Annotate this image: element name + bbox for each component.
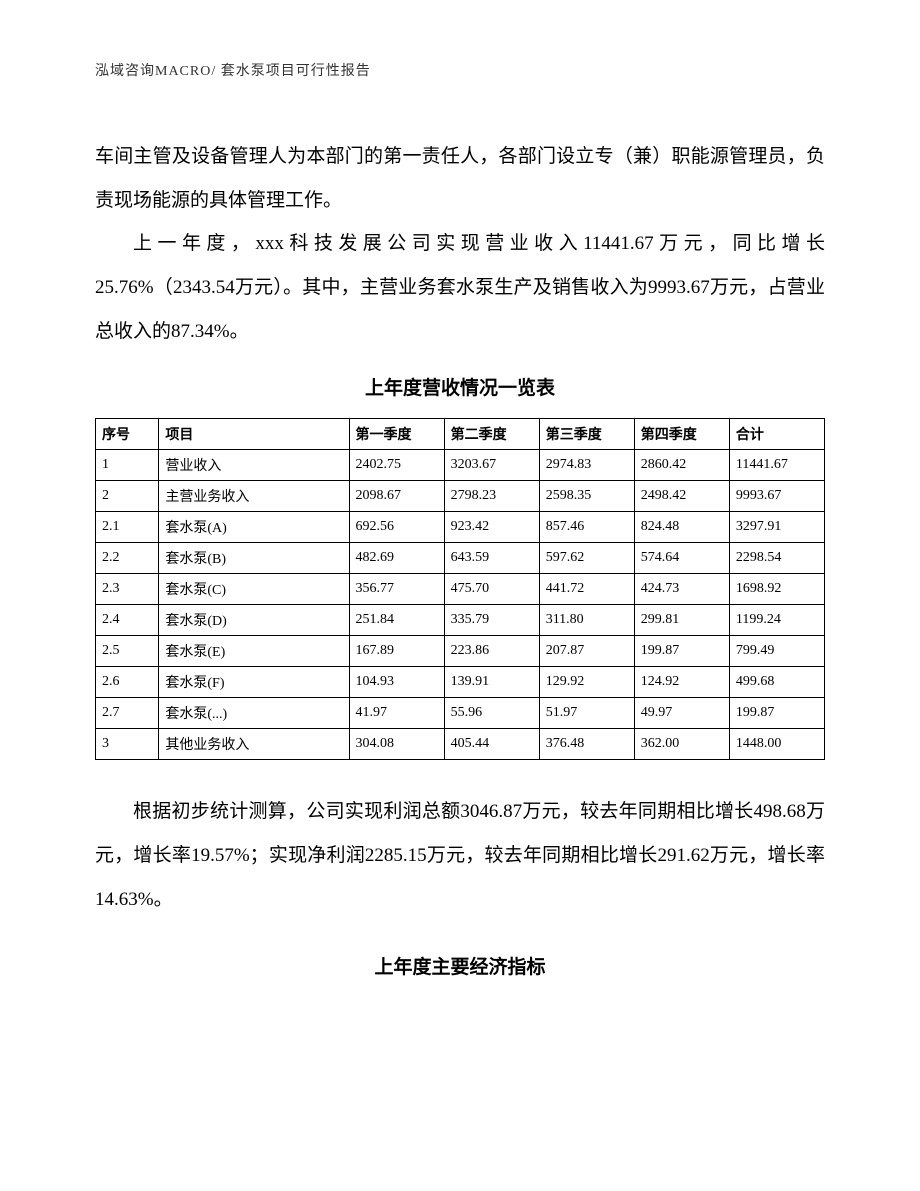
table-2-title: 上年度主要经济指标 (95, 952, 825, 979)
col-header: 第二季度 (444, 419, 539, 450)
table-cell: 104.93 (349, 667, 444, 698)
col-header: 第一季度 (349, 419, 444, 450)
table-cell: 其他业务收入 (159, 729, 349, 760)
table-cell: 营业收入 (159, 450, 349, 481)
page-header: 泓域咨询MACRO/ 套水泵项目可行性报告 (95, 60, 825, 80)
table-cell: 3203.67 (444, 450, 539, 481)
table-cell: 2.3 (96, 574, 159, 605)
table-cell: 692.56 (349, 512, 444, 543)
table-cell: 49.97 (634, 698, 729, 729)
table-cell: 51.97 (539, 698, 634, 729)
table-cell: 304.08 (349, 729, 444, 760)
table-cell: 1199.24 (729, 605, 824, 636)
table-cell: 2098.67 (349, 481, 444, 512)
table-cell: 199.87 (634, 636, 729, 667)
table-cell: 3297.91 (729, 512, 824, 543)
table-cell: 129.92 (539, 667, 634, 698)
table-cell: 2860.42 (634, 450, 729, 481)
table-cell: 643.59 (444, 543, 539, 574)
table-row: 2.5套水泵(E)167.89223.86207.87199.87799.49 (96, 636, 825, 667)
table-row: 1营业收入2402.753203.672974.832860.4211441.6… (96, 450, 825, 481)
table-cell: 405.44 (444, 729, 539, 760)
table-cell: 311.80 (539, 605, 634, 636)
table-cell: 362.00 (634, 729, 729, 760)
table-row: 2.2套水泵(B)482.69643.59597.62574.642298.54 (96, 543, 825, 574)
table-cell: 套水泵(C) (159, 574, 349, 605)
table-cell: 207.87 (539, 636, 634, 667)
table-row: 2.1套水泵(A)692.56923.42857.46824.483297.91 (96, 512, 825, 543)
table-cell: 2.4 (96, 605, 159, 636)
table-cell: 167.89 (349, 636, 444, 667)
table-row: 2.6套水泵(F)104.93139.91129.92124.92499.68 (96, 667, 825, 698)
col-header: 第四季度 (634, 419, 729, 450)
table-cell: 124.92 (634, 667, 729, 698)
table-cell: 1448.00 (729, 729, 824, 760)
table-cell: 2.1 (96, 512, 159, 543)
table-cell: 2298.54 (729, 543, 824, 574)
table-cell: 套水泵(A) (159, 512, 349, 543)
table-cell: 2.6 (96, 667, 159, 698)
table-cell: 597.62 (539, 543, 634, 574)
table-cell: 376.48 (539, 729, 634, 760)
table-row: 2.7套水泵(...)41.9755.9651.9749.97199.87 (96, 698, 825, 729)
table-cell: 2.5 (96, 636, 159, 667)
table-cell: 223.86 (444, 636, 539, 667)
table-row: 2主营业务收入2098.672798.232598.352498.429993.… (96, 481, 825, 512)
table-cell: 441.72 (539, 574, 634, 605)
table-cell: 3 (96, 729, 159, 760)
table-cell: 1698.92 (729, 574, 824, 605)
table-cell: 799.49 (729, 636, 824, 667)
table-1-title: 上年度营收情况一览表 (95, 373, 825, 400)
table-cell: 55.96 (444, 698, 539, 729)
table-cell: 2402.75 (349, 450, 444, 481)
table-row: 3其他业务收入304.08405.44376.48362.001448.00 (96, 729, 825, 760)
table-cell: 199.87 (729, 698, 824, 729)
table-cell: 923.42 (444, 512, 539, 543)
table-cell: 356.77 (349, 574, 444, 605)
revenue-table: 序号 项目 第一季度 第二季度 第三季度 第四季度 合计 1营业收入2402.7… (95, 418, 825, 760)
table-cell: 424.73 (634, 574, 729, 605)
col-header: 合计 (729, 419, 824, 450)
paragraph-3: 根据初步统计测算，公司实现利润总额3046.87万元，较去年同期相比增长498.… (95, 790, 825, 921)
table-cell: 2498.42 (634, 481, 729, 512)
table-cell: 2974.83 (539, 450, 634, 481)
table-row: 2.4套水泵(D)251.84335.79311.80299.811199.24 (96, 605, 825, 636)
table-cell: 482.69 (349, 543, 444, 574)
table-cell: 299.81 (634, 605, 729, 636)
table-cell: 2598.35 (539, 481, 634, 512)
table-cell: 41.97 (349, 698, 444, 729)
table-cell: 套水泵(E) (159, 636, 349, 667)
table-cell: 335.79 (444, 605, 539, 636)
table-cell: 499.68 (729, 667, 824, 698)
table-cell: 套水泵(F) (159, 667, 349, 698)
table-cell: 套水泵(D) (159, 605, 349, 636)
table-header-row: 序号 项目 第一季度 第二季度 第三季度 第四季度 合计 (96, 419, 825, 450)
col-header: 项目 (159, 419, 349, 450)
col-header: 第三季度 (539, 419, 634, 450)
table-row: 2.3套水泵(C)356.77475.70441.72424.731698.92 (96, 574, 825, 605)
table-cell: 574.64 (634, 543, 729, 574)
col-header: 序号 (96, 419, 159, 450)
table-cell: 1 (96, 450, 159, 481)
paragraph-2: 上一年度，xxx科技发展公司实现营业收入11441.67万元，同比增长25.76… (95, 222, 825, 353)
table-cell: 2798.23 (444, 481, 539, 512)
table-cell: 857.46 (539, 512, 634, 543)
table-cell: 9993.67 (729, 481, 824, 512)
table-cell: 139.91 (444, 667, 539, 698)
table-cell: 2.2 (96, 543, 159, 574)
table-cell: 套水泵(...) (159, 698, 349, 729)
table-cell: 475.70 (444, 574, 539, 605)
table-cell: 11441.67 (729, 450, 824, 481)
table-cell: 2 (96, 481, 159, 512)
paragraph-1: 车间主管及设备管理人为本部门的第一责任人，各部门设立专（兼）职能源管理员，负责现… (95, 135, 825, 222)
table-cell: 2.7 (96, 698, 159, 729)
table-cell: 套水泵(B) (159, 543, 349, 574)
table-cell: 824.48 (634, 512, 729, 543)
table-cell: 251.84 (349, 605, 444, 636)
table-cell: 主营业务收入 (159, 481, 349, 512)
